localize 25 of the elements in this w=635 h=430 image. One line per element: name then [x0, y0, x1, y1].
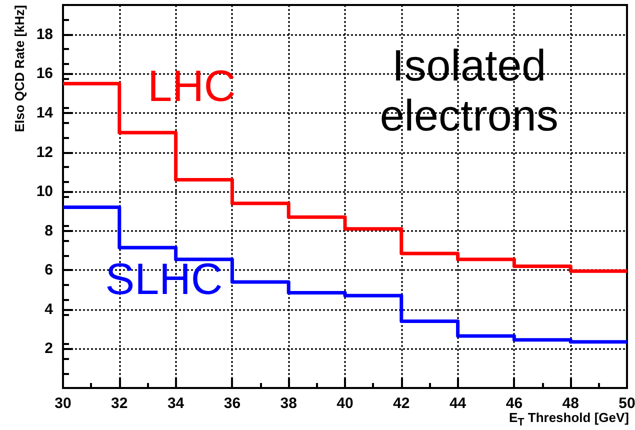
annotation: Isolated electrons — [380, 42, 558, 140]
y-tick-label: 10 — [36, 183, 53, 200]
x-tick-label: 50 — [618, 395, 635, 412]
y-tick-label: 4 — [44, 300, 54, 318]
y-tick-label: 2 — [44, 340, 53, 358]
y-tick-label: 6 — [44, 262, 53, 279]
x-tick-label: 30 — [54, 395, 72, 412]
x-tick-label: 42 — [393, 395, 410, 412]
series-label: LHC — [148, 62, 236, 112]
x-tick-label: 44 — [449, 395, 467, 412]
y-axis-title: EIso QCD Rate [kHz] — [12, 5, 28, 132]
y-tick-label: 8 — [44, 222, 53, 240]
x-tick-label: 32 — [111, 395, 128, 412]
series-label: SLHC — [105, 255, 223, 304]
x-tick-label: 48 — [562, 395, 579, 412]
y-tick-label: 16 — [36, 65, 53, 82]
x-tick-label: 46 — [506, 395, 523, 412]
y-tick-label: 14 — [36, 104, 54, 122]
y-tick-label: 18 — [36, 26, 53, 43]
y-tick-label: 12 — [36, 144, 53, 161]
x-tick-label: 40 — [336, 395, 354, 412]
x-tick-label: 36 — [224, 395, 241, 412]
x-tick-label: 38 — [280, 395, 297, 412]
x-tick-label: 34 — [167, 395, 185, 412]
x-axis-title: E$_{T}$ Threshold [GeV] — [508, 410, 629, 429]
